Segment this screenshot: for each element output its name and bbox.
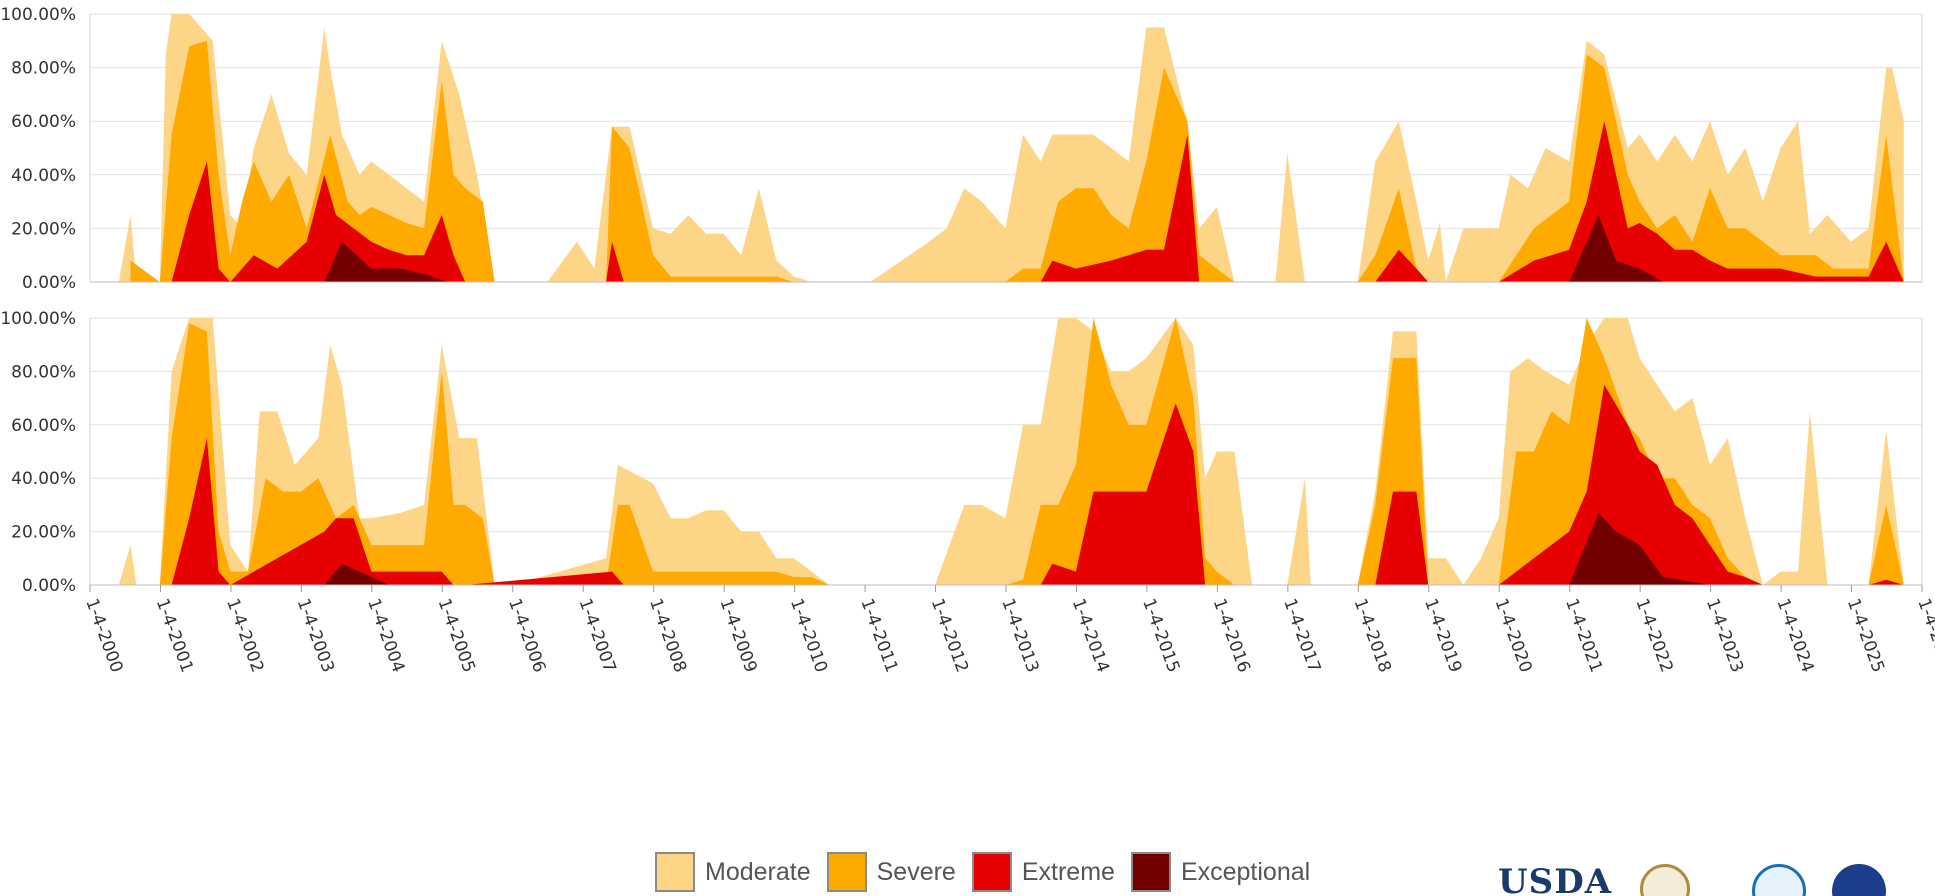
legend-item-extreme[interactable]: Extreme (971, 852, 1115, 892)
y-tick-label: 100.00% (0, 5, 76, 25)
legend-swatch-severe (826, 852, 867, 892)
x-tick-label: 1-4-2008 (645, 596, 690, 675)
y-tick-label: 40.00% (11, 469, 76, 489)
legend-swatch-moderate (655, 852, 695, 892)
ndmc-seal-icon (1640, 864, 1690, 896)
y-tick-label: 60.00% (11, 112, 76, 132)
legend-label-moderate: Moderate (705, 857, 811, 886)
legend-label-severe: Severe (876, 857, 956, 886)
x-tick-label: 1-4-2010 (786, 596, 831, 675)
x-tick-label: 1-4-2007 (575, 596, 620, 675)
x-tick-label: 1-4-2011 (856, 596, 901, 675)
x-tick-label: 1-4-2025 (1843, 596, 1888, 675)
legend-item-moderate[interactable]: Moderate (655, 852, 811, 892)
x-tick-label: 1-4-2013 (997, 596, 1042, 675)
x-tick-label: 1-4-2009 (715, 596, 760, 675)
x-tick-label: 1-4-2019 (1420, 596, 1465, 675)
legend-item-severe[interactable]: Severe (826, 852, 956, 892)
x-tick-label: 1-4-2004 (363, 596, 408, 675)
partner-logos: USDA (1480, 862, 1935, 896)
y-tick-label: 0.00% (22, 576, 76, 596)
x-tick-label: 1-4-2017 (1279, 596, 1324, 675)
legend: Moderate Severe Extreme Exceptional (655, 848, 1310, 896)
x-tick-label: 1-4-2023 (1702, 596, 1747, 675)
x-tick-label: 1-4-2012 (927, 596, 972, 675)
legend-swatch-exceptional (1130, 852, 1171, 892)
y-tick-label: 40.00% (11, 166, 76, 186)
y-tick-label: 20.00% (11, 523, 76, 543)
x-tick-label: 1-4-2020 (1491, 596, 1536, 675)
x-tick-label: 1-4-2015 (1138, 596, 1183, 675)
x-tick-label: 1-4-2002 (222, 596, 267, 675)
nidis-seal-icon (1832, 864, 1886, 896)
y-tick-label: 80.00% (11, 362, 76, 382)
x-tick-label: 1-4-2021 (1561, 596, 1606, 675)
x-tick-label: 1-4-2018 (1350, 596, 1395, 675)
noaa-seal-icon (1752, 864, 1806, 896)
x-tick-label: 1-4-2001 (152, 596, 197, 675)
legend-label-extreme: Extreme (1021, 857, 1115, 886)
x-tick-label: 1-4-2022 (1631, 596, 1676, 675)
x-tick-label: 1-4-2016 (1209, 596, 1254, 675)
y-tick-label: 20.00% (11, 219, 76, 239)
y-tick-label: 100.00% (0, 309, 76, 329)
y-tick-label: 60.00% (11, 416, 76, 436)
x-tick-label: 1-4-2006 (504, 596, 549, 675)
y-tick-label: 80.00% (11, 59, 76, 79)
x-tick-label: 1-4-2026 (1913, 596, 1935, 675)
x-tick-label: 1-4-2024 (1772, 596, 1817, 675)
x-tick-label: 1-4-2005 (434, 596, 479, 675)
legend-label-exceptional: Exceptional (1180, 857, 1311, 886)
usda-logo: USDA (1498, 862, 1613, 896)
x-tick-label: 1-4-2000 (81, 596, 126, 675)
y-tick-label: 0.00% (22, 273, 76, 293)
legend-swatch-extreme (971, 852, 1012, 892)
legend-item-exceptional[interactable]: Exceptional (1130, 852, 1311, 892)
x-tick-label: 1-4-2003 (293, 596, 338, 675)
x-tick-label: 1-4-2014 (1068, 596, 1113, 675)
